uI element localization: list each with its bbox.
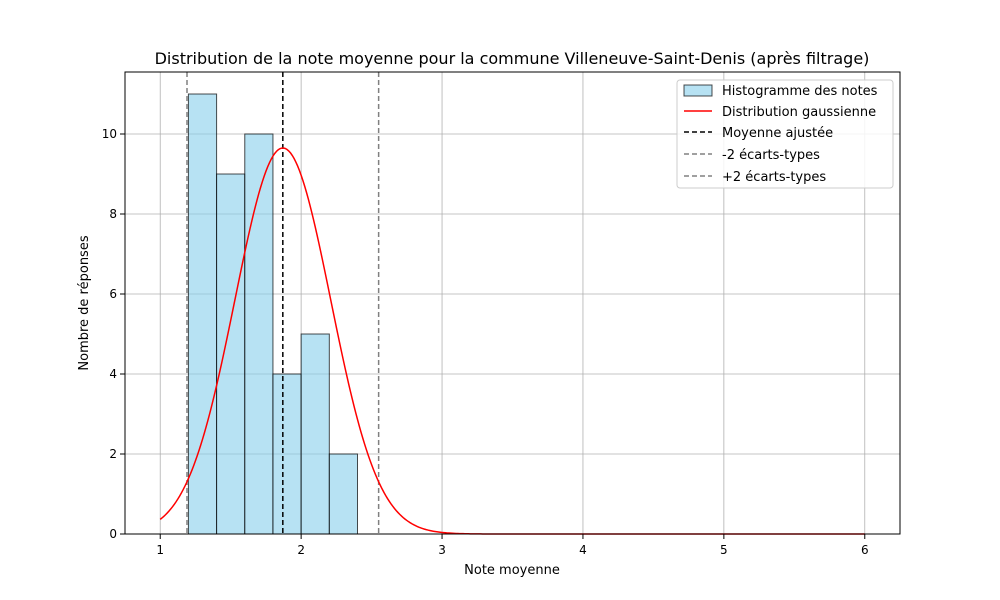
legend: Histogramme des notes Distribution gauss… <box>676 79 894 189</box>
histogram-bars <box>187 93 358 535</box>
x-axis-label: Note moyenne <box>464 563 560 578</box>
x-tick-label: 1 <box>156 543 164 557</box>
x-tick-label: 6 <box>861 543 869 557</box>
legend-label-plus-2sd: +2 écarts-types <box>722 170 826 185</box>
legend-label-histogram: Histogramme des notes <box>722 84 878 99</box>
legend-item-minus-2sd: -2 écarts-types <box>684 148 820 163</box>
y-tick-label: 4 <box>109 367 117 381</box>
legend-box <box>676 79 894 189</box>
legend-label-minus-2sd: -2 écarts-types <box>722 148 820 163</box>
y-tick-label: 2 <box>109 447 117 461</box>
legend-swatch-histogram <box>683 84 713 97</box>
histogram-bar <box>272 373 302 535</box>
legend-item-mean: Moyenne ajustée <box>684 126 833 141</box>
legend-label-mean: Moyenne ajustée <box>722 126 833 141</box>
histogram-bar <box>244 133 274 535</box>
legend-item-plus-2sd: +2 écarts-types <box>684 170 826 185</box>
x-tick-label: 5 <box>720 543 728 557</box>
y-tick-label: 6 <box>109 287 117 301</box>
histogram-bar <box>216 173 246 535</box>
axis-ticks: 1 2 3 4 5 6 0 2 4 6 8 10 <box>102 127 869 557</box>
legend-label-gaussian: Distribution gaussienne <box>722 105 876 120</box>
legend-item-histogram: Histogramme des notes <box>683 84 878 99</box>
x-tick-label: 2 <box>297 543 305 557</box>
histogram-bar <box>187 93 218 535</box>
legend-item-gaussian: Distribution gaussienne <box>684 105 876 120</box>
y-axis-label: Nombre de réponses <box>77 235 92 370</box>
y-tick-label: 0 <box>109 527 117 541</box>
histogram-bar <box>328 453 358 535</box>
histogram-bar <box>300 333 330 535</box>
x-tick-label: 4 <box>579 543 587 557</box>
y-tick-label: 10 <box>102 127 117 141</box>
y-tick-label: 8 <box>109 207 117 221</box>
x-tick-label: 3 <box>438 543 446 557</box>
plot-area-frame <box>124 71 901 535</box>
reference-lines <box>186 72 380 534</box>
chart-title: Distribution de la note moyenne pour la … <box>155 49 870 68</box>
